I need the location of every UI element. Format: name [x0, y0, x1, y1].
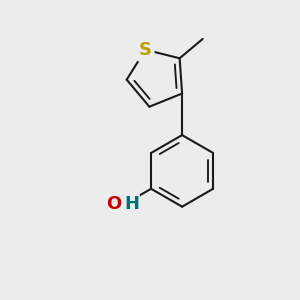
Text: O: O [106, 195, 122, 213]
Text: S: S [139, 41, 152, 59]
Text: H: H [124, 195, 139, 213]
